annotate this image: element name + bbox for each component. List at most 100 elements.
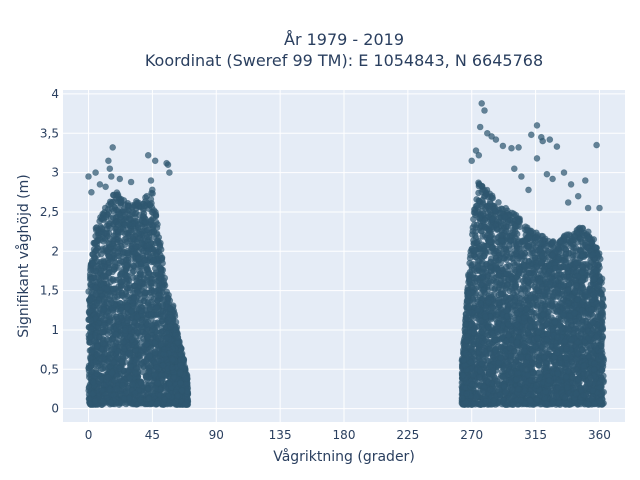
data-point	[183, 375, 190, 382]
data-point	[100, 272, 107, 280]
data-point	[129, 381, 136, 389]
data-point	[136, 355, 144, 363]
data-point	[130, 262, 137, 270]
data-point	[142, 218, 149, 226]
data-point	[130, 289, 137, 297]
data-point	[106, 268, 113, 276]
data-point	[128, 307, 135, 315]
data-point	[107, 398, 115, 406]
data-point	[86, 296, 93, 304]
data-point	[133, 332, 140, 340]
data-point	[120, 338, 128, 346]
data-point	[147, 280, 155, 288]
data-point	[93, 299, 101, 307]
data-point	[110, 277, 117, 284]
data-point	[144, 226, 151, 234]
data-point	[170, 373, 178, 381]
data-point	[117, 257, 124, 265]
data-point	[138, 323, 145, 331]
data-points	[85, 100, 608, 409]
data-point	[174, 392, 181, 400]
data-point	[100, 257, 107, 265]
data-point	[184, 388, 191, 395]
data-point	[168, 364, 176, 371]
data-point	[159, 301, 166, 309]
data-point	[125, 256, 132, 264]
data-point	[89, 390, 96, 398]
data-point	[103, 285, 111, 293]
data-point	[100, 315, 107, 323]
data-point	[107, 199, 115, 207]
data-point	[183, 380, 190, 388]
data-point	[174, 333, 182, 341]
data-point	[141, 257, 148, 264]
data-point	[100, 340, 107, 348]
data-point	[147, 362, 154, 370]
data-point	[137, 269, 144, 277]
data-point	[129, 269, 136, 276]
data-point	[159, 313, 166, 320]
data-point	[86, 400, 94, 408]
data-point	[153, 261, 160, 268]
data-point	[151, 339, 159, 347]
data-point	[158, 371, 165, 379]
data-point	[127, 363, 134, 371]
data-point	[133, 198, 140, 205]
data-point	[100, 306, 107, 313]
data-point	[137, 396, 144, 404]
data-point	[90, 239, 97, 247]
data-point	[114, 236, 121, 243]
data-point	[143, 340, 150, 348]
data-point	[110, 391, 118, 399]
data-point	[147, 201, 154, 208]
data-point	[180, 356, 188, 363]
data-point	[153, 400, 161, 408]
data-point	[106, 324, 114, 332]
data-point	[145, 385, 152, 392]
data-point	[88, 325, 95, 333]
data-point	[167, 305, 174, 313]
data-point	[146, 270, 153, 278]
data-point	[120, 206, 127, 213]
data-point	[154, 221, 161, 228]
data-point	[161, 274, 169, 282]
data-point	[121, 221, 128, 228]
data-point	[118, 306, 125, 314]
data-point	[104, 206, 112, 213]
data-point	[157, 292, 164, 299]
data-point	[98, 224, 105, 232]
data-point	[122, 262, 129, 269]
data-point	[117, 312, 125, 320]
data-point	[113, 385, 121, 393]
data-point	[94, 342, 101, 350]
data-point	[172, 326, 179, 334]
data-point	[142, 373, 150, 381]
data-point	[92, 267, 99, 275]
data-point	[121, 230, 129, 238]
data-point	[98, 386, 106, 394]
data-point	[92, 284, 99, 292]
data-point	[150, 288, 158, 295]
data-point	[146, 352, 153, 360]
data-point	[89, 259, 96, 267]
data-point	[119, 248, 127, 256]
data-point	[121, 327, 129, 334]
data-point	[150, 228, 157, 236]
data-point	[109, 240, 116, 247]
data-point	[117, 199, 125, 206]
data-point	[97, 280, 105, 288]
data-point	[135, 255, 142, 263]
data-point	[153, 304, 160, 312]
data-point	[114, 221, 122, 229]
data-point	[151, 371, 158, 379]
data-point	[99, 397, 107, 405]
data-point	[114, 293, 121, 301]
data-point	[177, 361, 184, 369]
data-point	[97, 250, 105, 258]
data-point	[106, 385, 114, 393]
data-point	[145, 368, 153, 375]
data-point	[126, 215, 134, 223]
data-point	[119, 381, 126, 389]
